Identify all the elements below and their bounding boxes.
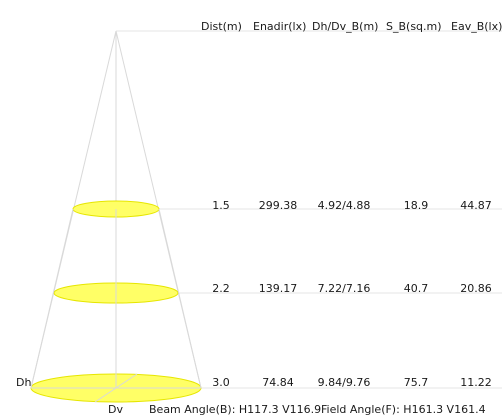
row-1-s-b: 18.9 <box>403 199 429 212</box>
dh-label: Dh <box>16 376 32 389</box>
cone-left-edge-inner <box>30 208 74 389</box>
row-2-eav-b: 20.86 <box>460 282 492 295</box>
row-3-eav-b: 11.22 <box>460 376 492 389</box>
dv-line <box>94 373 138 403</box>
row-3-s-b: 75.7 <box>403 376 429 389</box>
row-2-dist: 2.2 <box>212 282 230 295</box>
beam-angle-label: Beam Angle(B): H117.3 V116.9 <box>149 403 322 416</box>
cone-right-edge-inner <box>158 208 202 389</box>
row-2-enadir: 139.17 <box>258 282 298 295</box>
row-1-dh-dv: 4.92/4.88 <box>317 199 371 212</box>
col-header-dh-dv: Dh/Dv_B(m) <box>312 20 379 33</box>
col-header-enadir: Enadir(lx) <box>253 20 307 33</box>
col-header-s-b: S_B(sq.m) <box>386 20 442 33</box>
row-3-dh-dv: 9.84/9.76 <box>317 376 371 389</box>
row-3-dist: 3.0 <box>212 376 230 389</box>
row-1-enadir: 299.38 <box>258 199 298 212</box>
col-header-dist: Dist(m) <box>201 20 242 33</box>
col-header-eav-b: Eav_B(lx) <box>451 20 502 33</box>
row-1-eav-b: 44.87 <box>460 199 492 212</box>
row-3-enadir: 74.84 <box>262 376 294 389</box>
field-angle-label: Field Angle(F): H161.3 V161.4 <box>321 403 486 416</box>
dv-label: Dv <box>108 403 123 416</box>
row-2-s-b: 40.7 <box>403 282 429 295</box>
row-1-dist: 1.5 <box>212 199 230 212</box>
row-2-dh-dv: 7.22/7.16 <box>317 282 371 295</box>
